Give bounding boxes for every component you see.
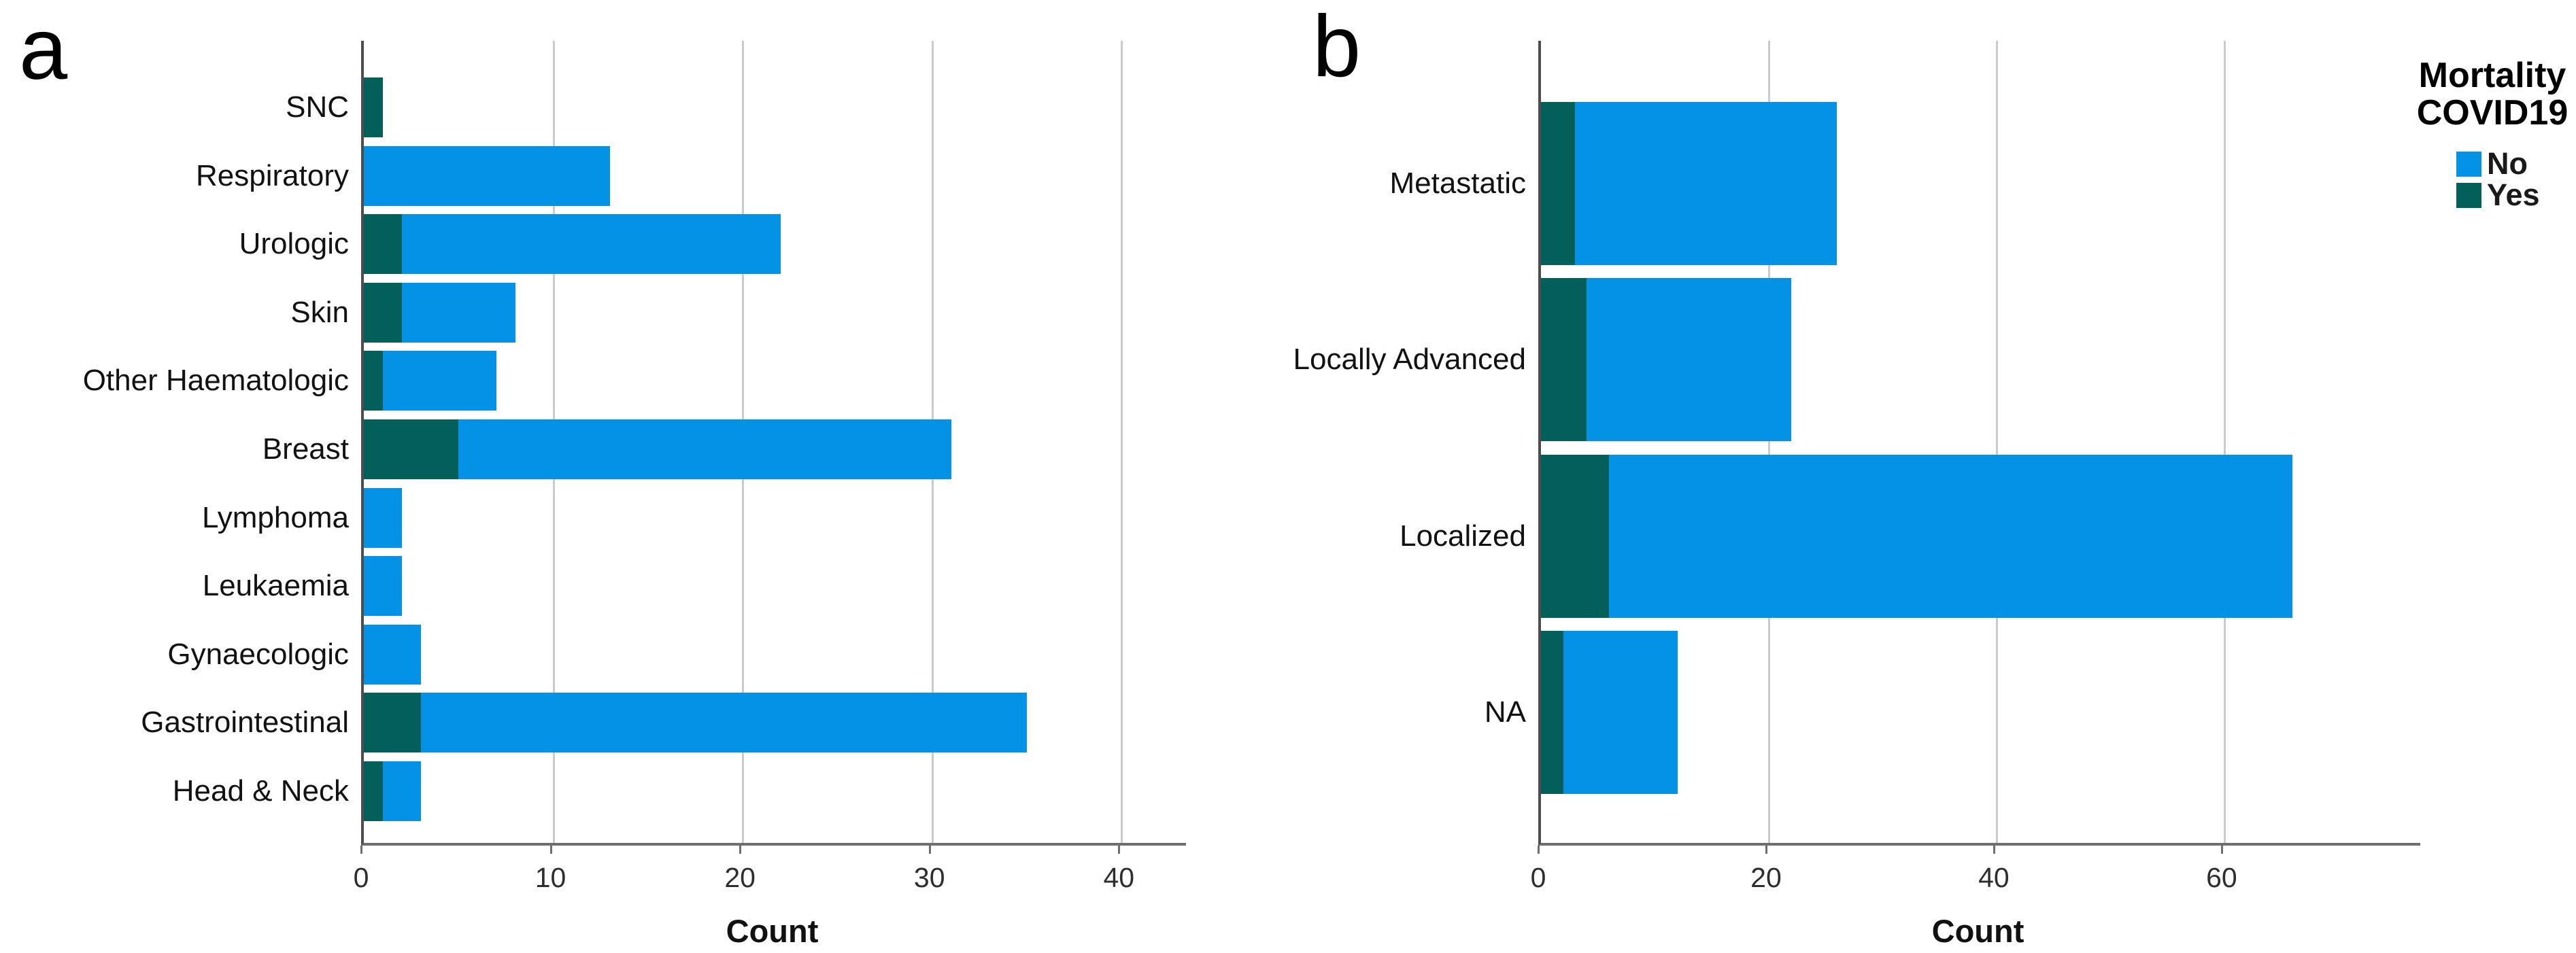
- bar-segment-yes-localized: [1541, 454, 1610, 618]
- chart-b-plot-area: [1538, 41, 2420, 846]
- x-tick-label-20: 20: [724, 862, 756, 893]
- bar-segment-no-locally-advanced: [1586, 278, 1792, 442]
- x-tick-mark-0: [360, 846, 362, 854]
- x-tick-label-0: 0: [353, 862, 369, 893]
- gridline-x-20: [1767, 41, 1770, 843]
- category-label-skin: Skin: [290, 295, 349, 329]
- x-tick-mark-20: [739, 846, 742, 854]
- bar-segment-yes-head-neck: [364, 761, 383, 821]
- legend-swatch-no-icon: [2456, 151, 2481, 177]
- legend-title: Mortality COVID19: [2407, 57, 2576, 132]
- bar-segment-yes-snc: [364, 77, 383, 138]
- x-axis-title-b: Count: [1931, 913, 2024, 949]
- legend-swatch-yes-icon: [2456, 182, 2481, 208]
- bar-segment-no-localized: [1609, 454, 2293, 618]
- bar-segment-yes-na: [1541, 631, 1564, 795]
- legend-label-yes: Yes: [2487, 177, 2540, 212]
- x-tick-mark-20: [1765, 846, 1767, 854]
- x-tick-label-60: 60: [2206, 862, 2237, 893]
- category-label-other-haematologic: Other Haematologic: [82, 364, 349, 398]
- category-label-na: NA: [1484, 695, 1526, 729]
- x-tick-label-30: 30: [913, 862, 945, 893]
- bar-segment-yes-locally-advanced: [1541, 278, 1587, 442]
- x-tick-mark-40: [1118, 846, 1121, 854]
- legend-title-line1: Mortality: [2418, 56, 2566, 95]
- x-tick-mark-10: [549, 846, 552, 854]
- x-tick-mark-40: [1993, 846, 1995, 854]
- category-label-leukaemia: Leukaemia: [202, 569, 349, 603]
- category-label-respiratory: Respiratory: [196, 158, 349, 192]
- bar-segment-no-leukaemia: [364, 556, 402, 617]
- panel-label-b: b: [1312, 0, 1361, 95]
- category-label-urologic: Urologic: [239, 227, 349, 261]
- bar-segment-yes-metastatic: [1541, 101, 1576, 265]
- gridline-x-60: [2223, 41, 2226, 843]
- gridline-x-40: [1995, 41, 1998, 843]
- x-tick-label-0: 0: [1530, 862, 1546, 893]
- category-label-snc: SNC: [286, 90, 349, 124]
- category-label-localized: Localized: [1400, 519, 1526, 553]
- x-tick-mark-0: [1538, 846, 1540, 854]
- chart-a-plot-area: [361, 41, 1186, 846]
- category-label-gastrointestinal: Gastrointestinal: [141, 706, 349, 740]
- category-label-head-neck: Head & Neck: [172, 774, 349, 808]
- legend: Mortality COVID19 No Yes: [2407, 57, 2576, 211]
- bar-segment-no-na: [1563, 631, 1678, 795]
- x-tick-label-40: 40: [1978, 862, 2010, 893]
- gridline-x-40: [1121, 41, 1123, 843]
- bar-segment-no-metastatic: [1575, 101, 1837, 265]
- legend-item-no: No: [2456, 148, 2576, 179]
- x-tick-mark-30: [928, 846, 931, 854]
- legend-label-no: No: [2487, 146, 2528, 181]
- category-label-gynaecologic: Gynaecologic: [167, 637, 349, 671]
- bar-segment-no-lymphoma: [364, 487, 402, 548]
- category-label-breast: Breast: [262, 432, 349, 466]
- bar-segment-no-other-haematologic: [382, 351, 496, 411]
- bar-segment-no-breast: [458, 419, 951, 479]
- bar-segment-yes-breast: [364, 419, 459, 479]
- bar-segment-no-head-neck: [382, 761, 421, 821]
- bar-segment-no-urologic: [401, 214, 781, 275]
- bar-segment-no-respiratory: [364, 145, 611, 206]
- category-label-metastatic: Metastatic: [1389, 166, 1526, 200]
- legend-item-yes: Yes: [2456, 179, 2576, 211]
- category-label-locally-advanced: Locally Advanced: [1293, 343, 1526, 377]
- x-tick-mark-60: [2220, 846, 2223, 854]
- bar-segment-yes-gastrointestinal: [364, 693, 421, 753]
- bar-segment-yes-skin: [364, 282, 402, 343]
- x-tick-label-10: 10: [535, 862, 566, 893]
- x-axis-title-a: Count: [726, 913, 819, 949]
- panel-label-a: a: [19, 1, 68, 98]
- bar-segment-no-gynaecologic: [364, 624, 421, 685]
- x-tick-label-20: 20: [1750, 862, 1782, 893]
- x-tick-label-40: 40: [1103, 862, 1135, 893]
- bar-segment-no-gastrointestinal: [420, 693, 1027, 753]
- category-label-lymphoma: Lymphoma: [201, 500, 349, 534]
- legend-title-line2: COVID19: [2416, 93, 2569, 133]
- bar-segment-no-skin: [401, 282, 515, 343]
- bar-segment-yes-urologic: [364, 214, 402, 275]
- bar-segment-yes-other-haematologic: [364, 351, 383, 411]
- legend-items: No Yes: [2456, 148, 2576, 211]
